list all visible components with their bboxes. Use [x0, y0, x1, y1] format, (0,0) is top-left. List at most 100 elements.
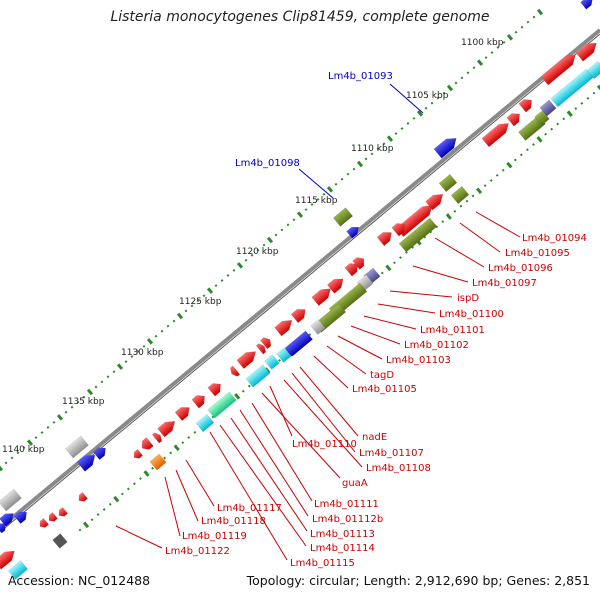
gene-label[interactable]: Lm4b_01114 — [310, 543, 375, 554]
gene-feature[interactable] — [580, 0, 596, 10]
scale-tick — [56, 414, 64, 421]
gene-label[interactable]: Lm4b_01117 — [217, 503, 282, 514]
gene-feature[interactable] — [92, 444, 109, 461]
gene-features[interactable] — [0, 0, 600, 580]
gene-label[interactable]: Lm4b_01095 — [505, 248, 570, 259]
scale-tick — [108, 502, 112, 506]
gene-feature[interactable] — [540, 51, 579, 86]
scale-tick — [256, 248, 260, 252]
scale-tick — [346, 172, 350, 176]
gene-feature[interactable] — [0, 488, 22, 512]
gene-feature[interactable] — [539, 99, 557, 117]
gene-feature[interactable] — [575, 39, 600, 62]
gene-feature[interactable] — [326, 275, 346, 294]
gene-label[interactable]: nadE — [362, 432, 387, 443]
gene-feature[interactable] — [255, 342, 268, 355]
gene-feature[interactable] — [438, 173, 458, 193]
map-title: Listeria monocytogenes Clip81459, comple… — [110, 9, 490, 25]
gene-feature[interactable] — [425, 190, 447, 211]
gene-feature[interactable] — [395, 201, 435, 237]
gene-feature[interactable] — [311, 284, 334, 306]
gene-feature[interactable] — [191, 392, 208, 409]
gene-feature[interactable] — [46, 512, 58, 523]
gene-label[interactable]: Lm4b_01108 — [366, 463, 431, 474]
gene-feature[interactable] — [332, 207, 354, 227]
scale-label: 1120 kbp — [236, 247, 279, 257]
gene-feature[interactable] — [274, 316, 296, 337]
gene-feature[interactable] — [534, 110, 550, 126]
gene-feature[interactable] — [195, 413, 215, 433]
gene-feature[interactable] — [131, 449, 143, 460]
gene-feature[interactable] — [174, 403, 193, 422]
gene-label[interactable]: Lm4b_01096 — [488, 263, 553, 274]
gene-feature[interactable] — [149, 453, 167, 471]
scale-tick — [292, 218, 296, 222]
gene-label[interactable]: Lm4b_01102 — [404, 340, 469, 351]
gene-feature[interactable] — [376, 228, 395, 247]
gene-feature[interactable] — [398, 217, 438, 253]
gene-label[interactable]: Lm4b_01107 — [359, 448, 424, 459]
scale-tick — [70, 405, 74, 409]
gene-label[interactable]: Lm4b_01094 — [522, 233, 587, 244]
gene-label[interactable]: Lm4b_01122 — [165, 546, 230, 557]
gene-feature[interactable] — [344, 260, 361, 277]
gene-feature[interactable] — [264, 354, 280, 370]
gene-feature[interactable] — [391, 220, 408, 237]
scale-tick — [220, 279, 224, 282]
gene-feature[interactable] — [65, 435, 89, 459]
gene-label[interactable]: Lm4b_01103 — [386, 355, 451, 366]
gene-feature[interactable] — [276, 347, 292, 363]
gene-feature[interactable] — [151, 431, 164, 444]
gene-label-lm4b-01098[interactable]: Lm4b_01098 — [235, 158, 300, 169]
gene-feature[interactable] — [76, 492, 88, 503]
gene-feature[interactable] — [245, 364, 271, 388]
gene-label[interactable]: guaA — [342, 478, 368, 489]
gene-label[interactable]: Lm4b_01100 — [439, 309, 504, 320]
gene-feature[interactable] — [139, 437, 154, 453]
gene-label[interactable]: Lm4b_01097 — [472, 278, 537, 289]
gene-feature[interactable] — [352, 255, 368, 270]
gene-feature[interactable] — [346, 224, 362, 239]
gene-label[interactable]: Lm4b_01112b — [312, 514, 383, 525]
gene-feature[interactable] — [56, 507, 68, 518]
gene-label-lm4b-01093[interactable]: Lm4b_01093 — [328, 71, 393, 82]
gene-label[interactable]: Lm4b_01115 — [290, 558, 355, 569]
gene-feature[interactable] — [310, 319, 326, 335]
gene-feature[interactable] — [586, 60, 600, 80]
gene-label[interactable]: Lm4b_01119 — [182, 531, 247, 542]
gene-feature[interactable] — [518, 96, 535, 113]
gene-label[interactable]: Lm4b_01110 — [292, 439, 357, 450]
gene-feature[interactable] — [228, 365, 241, 378]
gene-label[interactable]: Lm4b_01118 — [201, 516, 266, 527]
gene-feature[interactable] — [481, 119, 512, 148]
gene-feature[interactable] — [157, 417, 179, 438]
gene-label[interactable]: Lm4b_01113 — [310, 529, 375, 540]
gene-feature[interactable] — [506, 110, 523, 127]
scale-tick — [193, 430, 197, 434]
gene-feature[interactable] — [207, 391, 237, 419]
gene-label[interactable]: Lm4b_01111 — [314, 499, 379, 510]
gene-feature[interactable] — [290, 305, 309, 324]
gene-label[interactable]: Lm4b_01101 — [420, 325, 485, 336]
scale-tick — [116, 363, 124, 370]
gene-label[interactable]: Lm4b_01105 — [352, 384, 417, 395]
scale-tick — [184, 309, 188, 313]
gene-feature[interactable] — [0, 521, 8, 534]
gene-feature[interactable] — [433, 134, 460, 159]
gene-feature[interactable] — [207, 380, 224, 397]
gene-feature[interactable] — [236, 347, 259, 369]
gene-feature[interactable] — [37, 518, 49, 529]
gene-feature[interactable] — [76, 451, 99, 472]
gene-label[interactable]: ispD — [457, 293, 479, 304]
gene-feature[interactable] — [450, 185, 470, 205]
scale-tick — [78, 528, 82, 532]
gene-feature[interactable] — [13, 508, 30, 525]
gene-feature[interactable] — [260, 335, 273, 350]
gene-label[interactable]: tagD — [370, 370, 394, 381]
gene-feature[interactable] — [52, 533, 68, 549]
scale-tick — [22, 446, 26, 450]
gene-feature[interactable] — [0, 547, 18, 570]
gene-feature[interactable] — [7, 560, 29, 580]
scale-tick — [274, 233, 278, 237]
